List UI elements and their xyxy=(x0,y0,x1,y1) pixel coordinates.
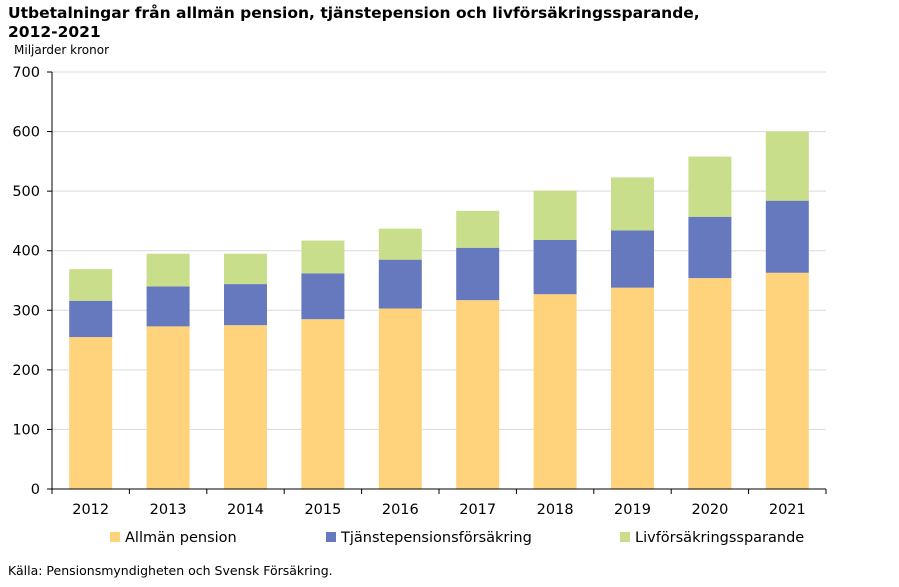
bar-segment xyxy=(456,300,500,489)
bar-segment xyxy=(146,286,190,327)
legend-swatch xyxy=(620,532,630,542)
bar-segment xyxy=(456,247,500,301)
bar-segment xyxy=(611,230,654,288)
bar-segment xyxy=(224,284,267,326)
legend-label: Tjänstepensionsförsäkring xyxy=(340,530,532,546)
x-tick-labels: 2012 2013 2014 2015 2016 2017 2018 2019 2020 2021 xyxy=(72,502,806,518)
bar-segment xyxy=(533,239,577,295)
x-tick-label: 2019 xyxy=(614,502,651,518)
bar-segment xyxy=(301,319,345,489)
x-tick-label: 2014 xyxy=(227,502,264,518)
legend-label: Livförsäkringssparande xyxy=(635,530,804,546)
bar-segment xyxy=(765,131,809,201)
source-note: Källa: Pensionsmyndigheten och Svensk Fö… xyxy=(8,563,333,578)
legend: Allmän pension Tjänstepensionsförsäkring L… xyxy=(110,530,804,546)
chart-subtitle: Miljarder kronor xyxy=(14,43,110,57)
bar-segment xyxy=(456,210,500,248)
x-tick-label: 2013 xyxy=(150,502,187,518)
axes xyxy=(47,71,827,494)
y-tick-label: 600 xyxy=(12,125,40,141)
bar-segment xyxy=(688,156,732,217)
x-tick-label: 2020 xyxy=(691,502,728,518)
x-tick-label: 2012 xyxy=(72,502,109,518)
bars xyxy=(69,131,809,489)
bar-segment xyxy=(765,200,809,273)
legend-swatch xyxy=(110,532,120,542)
bar-segment xyxy=(378,308,422,489)
bar-segment xyxy=(301,240,345,274)
y-tick-label: 400 xyxy=(12,244,40,260)
chart-title: Utbetalningar från allmän pension, tjäns… xyxy=(8,4,700,41)
bar-segment xyxy=(69,269,113,301)
bar-segment xyxy=(533,294,577,489)
x-tick-label: 2018 xyxy=(537,502,574,518)
bar-segment xyxy=(69,337,113,489)
bar-segment xyxy=(378,228,422,260)
bar-segment xyxy=(146,326,190,489)
legend-swatch xyxy=(326,532,336,542)
y-tick-label: 200 xyxy=(12,363,40,379)
bar-segment xyxy=(224,325,267,489)
y-tick-label: 0 xyxy=(31,482,40,498)
bar-segment xyxy=(146,253,190,287)
y-tick-label: 300 xyxy=(12,303,40,319)
bar-segment xyxy=(611,287,654,489)
bar-segment xyxy=(224,253,267,285)
x-tick-label: 2017 xyxy=(459,502,496,518)
x-tick-label: 2015 xyxy=(304,502,341,518)
bar-segment xyxy=(765,272,809,489)
bar-segment xyxy=(611,177,654,231)
bar-segment xyxy=(378,259,422,309)
bar-segment xyxy=(69,300,113,338)
y-tick-label: 500 xyxy=(12,184,40,200)
y-tick-label: 100 xyxy=(12,422,40,438)
bar-segment xyxy=(688,216,732,279)
y-tick-label: 700 xyxy=(12,65,40,81)
x-tick-label: 2016 xyxy=(382,502,419,518)
bar-segment xyxy=(688,278,732,489)
legend-label: Allmän pension xyxy=(125,530,237,546)
y-tick-labels: 0 100 200 300 400 500 600 700 xyxy=(12,65,40,498)
x-tick-label: 2021 xyxy=(769,502,806,518)
bar-segment xyxy=(533,190,577,240)
bar-segment xyxy=(301,273,345,320)
